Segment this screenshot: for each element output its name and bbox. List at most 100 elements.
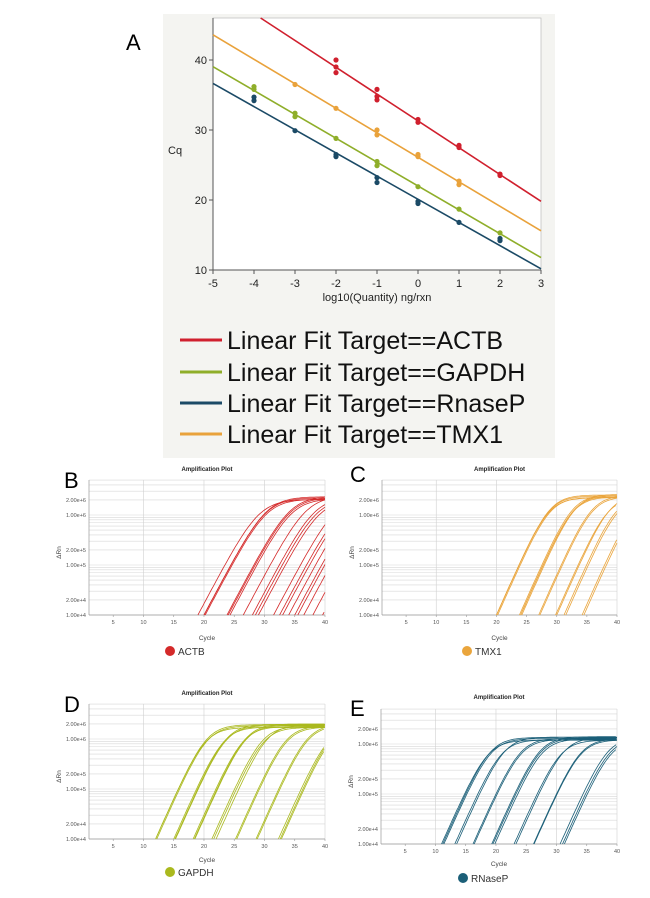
data-point [415, 200, 421, 207]
data-point [374, 127, 380, 133]
y-axis-label: ΔRn [56, 546, 63, 559]
amplification-curve [563, 510, 618, 616]
amplification-curve [520, 496, 617, 616]
amplification-curve [533, 738, 617, 845]
legend-label: ACTB [178, 647, 205, 658]
amplification-curve [282, 538, 326, 616]
fit-line [260, 17, 542, 202]
amplification-curve [204, 498, 325, 616]
y-tick-label: 20 [195, 195, 207, 207]
y-tick-label: 1.00e+5 [358, 792, 378, 798]
plot-title: Amplification Plot [474, 467, 525, 473]
data-point [374, 179, 380, 186]
amplification-curve [303, 575, 326, 616]
y-tick-label: 10 [195, 265, 207, 277]
y-tick-label: 2.00e+4 [66, 598, 86, 604]
data-point [415, 184, 421, 190]
y-tick-label: 2.00e+6 [66, 498, 86, 504]
amplification-curve [227, 498, 326, 616]
y-tick-label: 30 [195, 125, 207, 137]
amplification-curve [562, 746, 618, 845]
legend-label-actb: Linear Fit Target==ACTB [227, 327, 503, 355]
plot-area [382, 480, 617, 615]
data-point [374, 97, 380, 103]
x-tick-label: -1 [372, 278, 382, 290]
amplification-curve [235, 725, 325, 840]
amplification-curve [273, 524, 326, 616]
data-point [497, 230, 503, 236]
x-tick-label: 15 [463, 849, 469, 855]
y-tick-label: 40 [195, 55, 207, 67]
amplification-curve [255, 727, 325, 840]
amplification-curve [491, 736, 616, 845]
y-tick-label: 2.00e+5 [66, 548, 86, 554]
amplification-curve [556, 503, 618, 616]
y-axis-label: ΔRn [348, 775, 355, 788]
x-tick-label: 20 [493, 849, 499, 855]
amplification-curve [559, 744, 617, 845]
data-point [251, 98, 257, 104]
x-tick-label: 20 [201, 844, 207, 850]
amplification-curve [281, 751, 325, 840]
amplification-curve [515, 737, 616, 845]
plot-title: Amplification Plot [182, 467, 233, 473]
amplification-curve [539, 497, 617, 616]
data-point [333, 135, 339, 141]
panel-label-d: D [64, 692, 80, 717]
x-tick-label: 0 [415, 278, 421, 290]
x-tick-label: 20 [201, 620, 207, 626]
data-point [456, 182, 462, 188]
y-tick-label: 2.00e+5 [359, 548, 379, 554]
y-tick-label: 2.00e+6 [359, 498, 379, 504]
y-tick-label: 2.00e+6 [358, 727, 378, 733]
amplification-curve [256, 728, 324, 840]
x-tick-label: 40 [614, 620, 620, 626]
amplification-curve [288, 548, 326, 616]
x-tick-label: 25 [231, 844, 237, 850]
amplification-curve [322, 612, 325, 616]
y-tick-label: 1.00e+5 [66, 787, 86, 793]
data-point [374, 158, 380, 165]
x-tick-label: 40 [614, 849, 620, 855]
x-tick-label: 30 [553, 849, 559, 855]
amplification-curve [538, 496, 618, 616]
x-axis-label: log10(Quantity) ng/rxn [323, 292, 432, 304]
amplification-curve [252, 504, 326, 616]
amplification-curve [255, 506, 326, 616]
y-axis-label: ΔRn [349, 546, 356, 559]
data-point [292, 114, 298, 120]
x-tick-label: 5 [404, 849, 407, 855]
x-tick-label: -2 [331, 278, 341, 290]
y-tick-label: 1.00e+4 [359, 613, 379, 619]
x-tick-label: 30 [261, 844, 267, 850]
data-point [333, 105, 339, 111]
amplification-curve [258, 509, 326, 616]
x-tick-label: 35 [292, 620, 298, 626]
y-tick-label: 1.00e+6 [66, 513, 86, 519]
legend-label: TMX1 [475, 647, 502, 658]
legend-label: GAPDH [178, 868, 214, 879]
x-tick-label: 15 [171, 620, 177, 626]
x-tick-label: -5 [208, 278, 218, 290]
x-axis-label: Cycle [199, 857, 216, 864]
legend-label-rnasep: Linear Fit Target==RnaseP [227, 390, 525, 418]
x-tick-label: 5 [405, 620, 408, 626]
amplification-curve [565, 513, 618, 616]
amplification-plot-actb: 5 10 15 20 25 30 35 40 2.00e+6 1.00e+6 2.00e+5 1.00… [56, 467, 328, 658]
y-tick-label: 1.00e+4 [66, 837, 86, 843]
amplification-curve [564, 749, 617, 845]
amplification-curve [203, 497, 325, 616]
y-tick-label: 1.00e+5 [359, 563, 379, 569]
plot-title: Amplification Plot [182, 691, 233, 697]
data-point [456, 144, 462, 151]
legend-marker [462, 646, 472, 656]
y-tick-label: 1.00e+5 [66, 563, 86, 569]
x-tick-label: 5 [112, 844, 115, 850]
panel-label-b: B [64, 468, 79, 493]
x-tick-label: 3 [538, 278, 544, 290]
amplification-curve [226, 497, 324, 616]
panel-label-a: A [126, 30, 141, 55]
x-tick-label: 10 [432, 849, 438, 855]
panel-label-c: C [350, 462, 366, 487]
amplification-curve [229, 499, 324, 616]
